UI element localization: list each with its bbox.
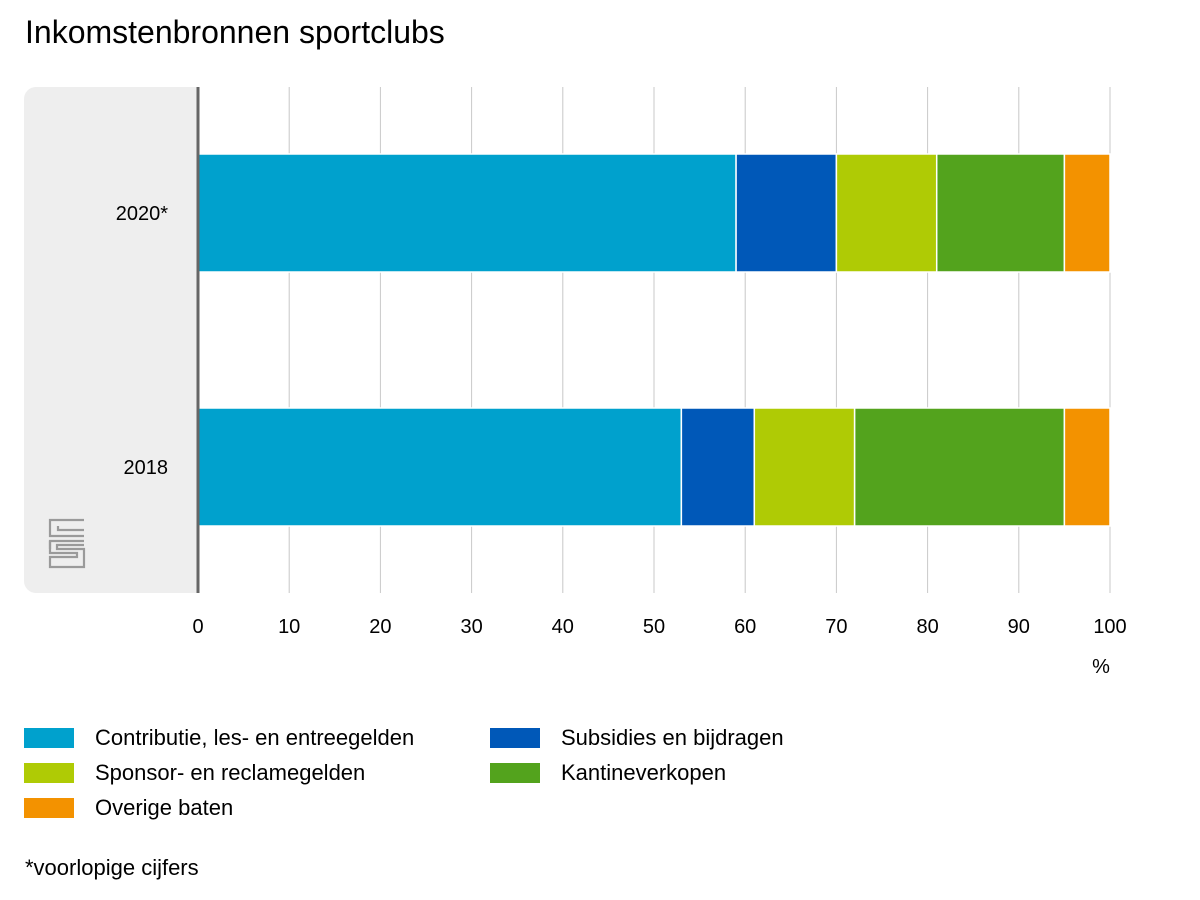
legend-item: Sponsor- en reclamegelden bbox=[24, 761, 490, 785]
legend-label: Contributie, les- en entreegelden bbox=[95, 725, 415, 750]
cbs-logo-icon: cbs bbox=[48, 518, 86, 569]
stacked-bar-chart: 2020* 2018 0 10 20 30 40 50 60 70 80 90 100 % cbs bbox=[24, 87, 1127, 678]
x-axis-unit-label: % bbox=[1092, 656, 1110, 678]
bar-segment bbox=[735, 153, 838, 273]
legend-item: Kantineverkopen bbox=[490, 761, 910, 785]
x-tick-label: 60 bbox=[734, 616, 756, 638]
category-labels: 2020* 2018 bbox=[116, 203, 168, 479]
x-tick-label: 100 bbox=[1093, 616, 1126, 638]
bar-segment bbox=[1063, 407, 1111, 527]
legend-label: Overige baten bbox=[95, 795, 234, 820]
bar-segment bbox=[1063, 153, 1111, 273]
x-tick-label: 30 bbox=[460, 616, 482, 638]
category-label: 2018 bbox=[124, 457, 169, 479]
x-tick-label: 0 bbox=[192, 616, 203, 638]
x-tick-labels: 0 10 20 30 40 50 60 70 80 90 100 bbox=[192, 616, 1126, 638]
category-label: 2020* bbox=[116, 203, 168, 225]
x-tick-label: 80 bbox=[916, 616, 938, 638]
chart-title: Inkomstenbronnen sportclubs bbox=[25, 14, 445, 50]
category-panel-edge bbox=[186, 87, 198, 593]
legend-swatch bbox=[490, 728, 540, 748]
legend-swatch bbox=[490, 763, 540, 783]
bar-segment bbox=[935, 153, 1066, 273]
bar-segment bbox=[197, 407, 683, 527]
bars bbox=[197, 153, 1111, 527]
legend-swatch bbox=[24, 798, 74, 818]
legend-item: Contributie, les- en entreegelden bbox=[24, 726, 490, 750]
bar-segment bbox=[853, 407, 1066, 527]
legend-item: Subsidies en bijdragen bbox=[490, 726, 910, 750]
legend-swatch bbox=[24, 728, 74, 748]
legend: Contributie, les- en entreegelden Subsidi… bbox=[24, 726, 924, 820]
x-tick-label: 70 bbox=[825, 616, 847, 638]
bar-segment bbox=[197, 153, 737, 273]
x-tick-label: 10 bbox=[278, 616, 300, 638]
x-tick-label: 90 bbox=[1008, 616, 1030, 638]
legend-item: Overige baten bbox=[24, 796, 490, 820]
bar-segment bbox=[835, 153, 938, 273]
x-tick-label: 40 bbox=[552, 616, 574, 638]
x-tick-label: 50 bbox=[643, 616, 665, 638]
footnote: *voorlopige cijfers bbox=[25, 855, 199, 880]
bar-segment bbox=[753, 407, 856, 527]
x-tick-label: 20 bbox=[369, 616, 391, 638]
bar-segment bbox=[680, 407, 756, 527]
category-panel bbox=[24, 87, 198, 593]
legend-label: Kantineverkopen bbox=[561, 760, 727, 785]
legend-label: Sponsor- en reclamegelden bbox=[95, 760, 366, 785]
legend-label: Subsidies en bijdragen bbox=[561, 725, 784, 750]
legend-swatch bbox=[24, 763, 74, 783]
